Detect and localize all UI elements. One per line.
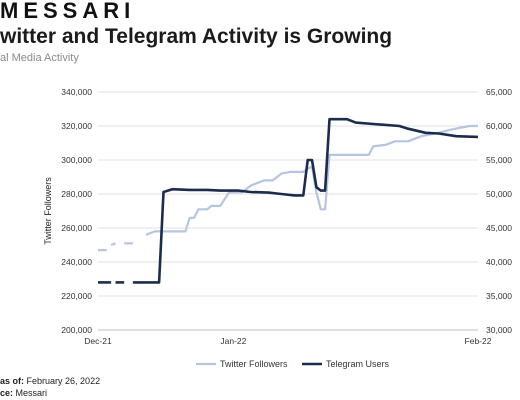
y-tick-label-right: 55,000 xyxy=(486,155,512,165)
y-tick-label-left: 320,000 xyxy=(61,121,92,131)
series-line-twitter xyxy=(145,124,478,236)
y-axis-title: Twitter Followers xyxy=(43,177,53,245)
y-tick-label-left: 340,000 xyxy=(61,87,92,97)
y-tick-label-right: 60,000 xyxy=(486,121,512,131)
y-tick-label-left: 240,000 xyxy=(61,257,92,267)
series-line-twitter xyxy=(110,242,116,247)
y-tick-label-right: 35,000 xyxy=(486,291,512,301)
footer-data-note: as of: February 26, 2022 xyxy=(0,376,100,386)
x-tick-label: Dec-21 xyxy=(84,336,112,346)
y-tick-label-left: 220,000 xyxy=(61,291,92,301)
footer-source-value: Messari xyxy=(15,388,48,398)
footer-data-label: as of: xyxy=(0,376,25,386)
y-tick-label-right: 50,000 xyxy=(486,189,512,199)
series-line-telegram xyxy=(132,117,479,284)
y-tick-label-right: 30,000 xyxy=(486,325,512,335)
y-tick-label-left: 300,000 xyxy=(61,155,92,165)
y-tick-label-right: 45,000 xyxy=(486,223,512,233)
y-tick-label-right: 40,000 xyxy=(486,257,512,267)
x-tick-label: Jan-22 xyxy=(220,336,246,346)
chart-subtitle: al Media Activity xyxy=(0,52,79,64)
y-tick-label-left: 200,000 xyxy=(61,325,92,335)
footer-source-label: ce: xyxy=(0,388,14,398)
legend-label-twitter: Twitter Followers xyxy=(220,359,288,369)
y-tick-label-left: 280,000 xyxy=(61,189,92,199)
footer-source-note: ce: Messari xyxy=(0,388,47,398)
x-tick-label: Feb-22 xyxy=(465,336,492,346)
y-tick-label-right: 65,000 xyxy=(486,87,512,97)
y-tick-label-left: 260,000 xyxy=(61,223,92,233)
chart-title: witter and Telegram Activity is Growing xyxy=(0,25,393,48)
legend-label-telegram: Telegram Users xyxy=(326,359,390,369)
brand-logo: MESSARI xyxy=(0,0,136,22)
footer-data-value: February 26, 2022 xyxy=(26,376,101,386)
